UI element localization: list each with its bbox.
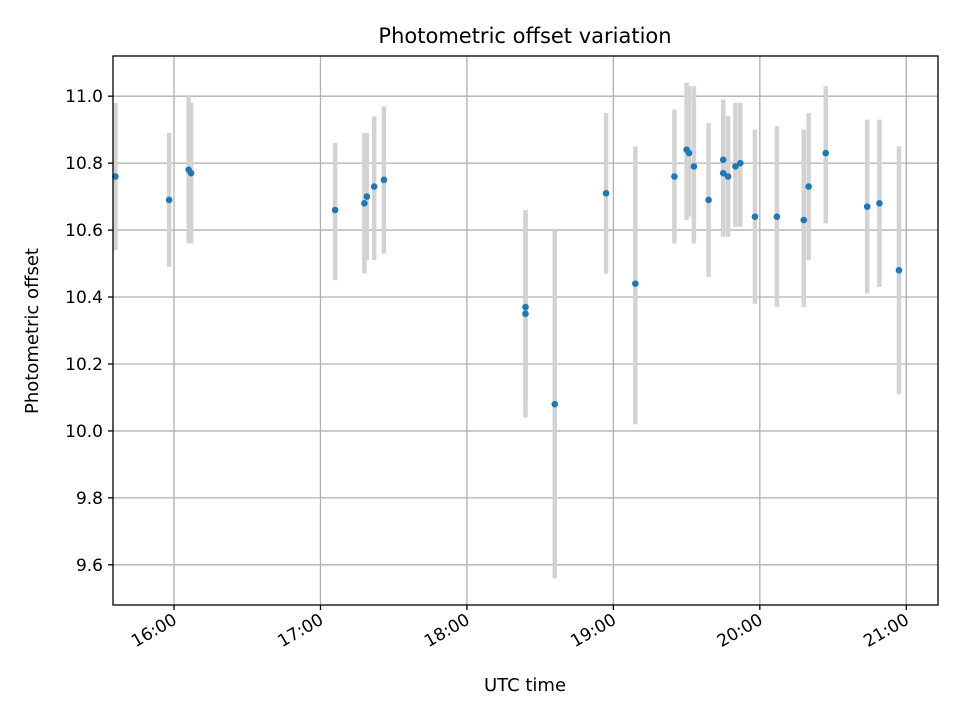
error-bars: [113, 82, 902, 579]
data-point: [863, 203, 871, 210]
data-point: [522, 303, 529, 311]
x-tick-label: 17:00: [275, 610, 327, 652]
data-point: [895, 266, 903, 274]
x-axis-title: UTC time: [484, 675, 566, 696]
data-point: [331, 206, 339, 214]
x-tick-label: 21:00: [860, 610, 912, 652]
y-axis-title: Photometric offset: [22, 248, 43, 414]
data-point: [805, 183, 812, 190]
y-gridlines: [113, 95, 938, 566]
x-gridlines: [173, 56, 907, 605]
x-tick-label: 20:00: [714, 610, 766, 652]
data-point: [724, 173, 732, 180]
data-point: [685, 149, 693, 157]
data-point: [112, 173, 119, 180]
data-point: [736, 159, 744, 167]
data-point: [522, 310, 529, 318]
x-tick-label: 18:00: [421, 610, 473, 652]
data-point: [705, 196, 712, 204]
data-point: [822, 149, 830, 157]
data-point: [773, 213, 781, 220]
data-point: [363, 193, 371, 200]
y-tick-label: 10.2: [65, 355, 103, 375]
data-point: [361, 199, 368, 207]
data-point: [632, 280, 639, 287]
y-tick-label: 11.0: [65, 87, 103, 107]
data-point: [690, 163, 698, 170]
y-axis-ticks: 9.6 9.8 10.0 10.2 10.4 10.6 10.8 11.0: [65, 87, 113, 576]
data-point: [602, 189, 610, 197]
y-tick-label: 10.8: [65, 154, 103, 174]
data-point: [876, 199, 883, 207]
y-tick-label: 10.4: [65, 288, 103, 308]
data-point: [187, 169, 195, 177]
data-point: [800, 216, 808, 224]
data-point: [380, 176, 388, 184]
y-tick-label: 10.0: [65, 422, 103, 442]
data-point: [719, 169, 727, 177]
data-point: [719, 156, 727, 164]
x-tick-label: 19:00: [567, 610, 619, 652]
x-axis-ticks: 16:00 17:00 18:00 19:00 20:00 21:00: [128, 605, 913, 652]
data-points: [112, 146, 903, 408]
data-point: [671, 173, 678, 180]
data-point: [751, 213, 759, 220]
data-point: [732, 163, 739, 170]
y-tick-label: 9.8: [76, 489, 103, 509]
data-point: [370, 183, 378, 190]
data-point: [165, 196, 173, 204]
y-tick-label: 10.6: [65, 221, 103, 241]
chart-title: Photometric offset variation: [378, 24, 671, 48]
y-tick-label: 9.6: [76, 556, 103, 576]
x-tick-label: 16:00: [128, 610, 180, 652]
data-point: [551, 400, 559, 408]
plot-frame: [112, 55, 939, 606]
